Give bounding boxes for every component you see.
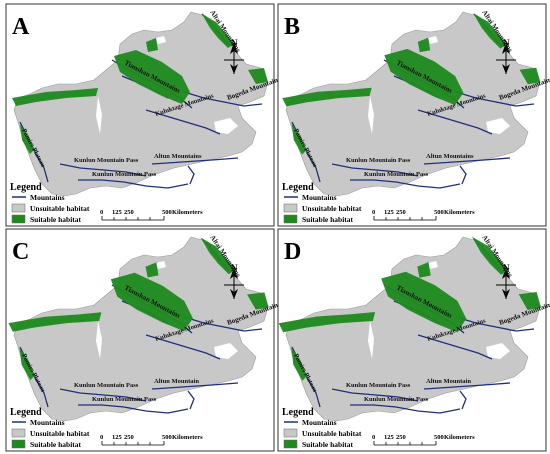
mountain-label: Kunlun Mountain Pass <box>364 396 429 403</box>
legend-item-label: Unsuitable habitat <box>302 429 362 438</box>
panel-letter: D <box>284 239 301 265</box>
suitable-habitat-patch <box>518 292 542 310</box>
scale-unit-label: Kilometers <box>444 434 475 441</box>
mountain-label: Kunlun Mountain Pass <box>74 157 139 164</box>
legend-item-label: Mountains <box>302 193 337 202</box>
suitable-habitat-patch <box>291 123 307 155</box>
scale-tick-label: 500 <box>162 434 172 441</box>
suitable-habitat-patch <box>247 292 269 310</box>
scale-tick-label: 250 <box>124 434 134 441</box>
legend-item-label: Mountains <box>30 193 65 202</box>
suitable-habitat-patch <box>291 347 307 381</box>
scale-tick-label: 500 <box>434 434 444 441</box>
mountain-label: Altun Mountain <box>154 378 199 385</box>
suitable-habitat-patch <box>145 262 159 278</box>
mountain-label: Altun Mountains <box>154 153 202 160</box>
scale-tick-label: 250 <box>396 434 406 441</box>
suitable-habitat-patch <box>278 312 376 333</box>
north-label: N <box>231 263 238 273</box>
suitable-habitat-patch <box>202 14 234 48</box>
suitable-habitat-patch <box>114 50 190 104</box>
mountain-label: Kunlun Mountain Pass <box>92 171 157 178</box>
scale-tick-label: 0 <box>372 434 375 441</box>
suitable-habitat-patch <box>384 48 464 106</box>
legend-item-label: Unsuitable habitat <box>30 429 90 438</box>
legend-item-label: Suitable habitat <box>30 440 82 449</box>
mountain-label: Altun Mountains <box>426 153 474 160</box>
north-label: N <box>503 263 510 273</box>
suitable-habitat-patch <box>12 88 98 106</box>
suitable-habitat-patch <box>19 347 35 381</box>
suitable-habitat-patch <box>200 237 236 275</box>
north-label: N <box>503 38 510 48</box>
panel-letter: C <box>12 239 29 265</box>
mountain-label: Kunlun Mountain Pass <box>74 382 139 389</box>
suitable-habitat-patch <box>110 272 193 332</box>
mountain-label: Altun Mountain <box>426 378 471 385</box>
scale-tick-label: 0 <box>100 209 103 216</box>
suitable-habitat-patch <box>471 236 508 275</box>
legend-item-label: Suitable habitat <box>302 440 354 449</box>
legend-title: Legend <box>10 182 42 193</box>
legend-title: Legend <box>282 407 314 418</box>
legend-item-label: Mountains <box>30 418 65 427</box>
scale-tick-label: 250 <box>396 209 406 216</box>
suitable-habitat-patch <box>519 67 541 85</box>
legend-title: Legend <box>282 182 314 193</box>
suitable-habitat-patch <box>248 68 268 84</box>
suitable-habitat-patch <box>146 38 158 52</box>
scale-tick-label: 500 <box>434 209 444 216</box>
scale-tick-label: 125 <box>112 434 123 441</box>
suitable-habitat-patch <box>417 37 431 53</box>
scale-unit-label: Kilometers <box>172 209 203 216</box>
scale-tick-label: 125 <box>384 434 395 441</box>
mountain-label: Kunlun Mountain Pass <box>346 157 411 164</box>
suitable-habitat-patch <box>417 262 431 278</box>
mountain-label: Kunlun Mountain Pass <box>92 396 157 403</box>
legend-item-label: Unsuitable habitat <box>302 204 362 213</box>
scale-tick-label: 250 <box>124 209 134 216</box>
legend-item-label: Suitable habitat <box>302 215 354 224</box>
scale-tick-label: 500 <box>162 209 172 216</box>
scale-tick-label: 0 <box>100 434 103 441</box>
scale-unit-label: Kilometers <box>172 434 203 441</box>
panel-letter: A <box>12 14 30 40</box>
north-label: N <box>231 38 238 48</box>
legend-title: Legend <box>10 407 42 418</box>
suitable-habitat-patch <box>8 312 102 332</box>
scale-tick-label: 0 <box>372 209 375 216</box>
suitable-habitat-patch <box>20 124 34 154</box>
legend-item-label: Unsuitable habitat <box>30 204 90 213</box>
mountain-label: Kunlun Mountain Pass <box>364 171 429 178</box>
suitable-habitat-patch <box>473 13 507 49</box>
mountain-label: Kunlun Mountain Pass <box>346 382 411 389</box>
legend-item-label: Mountains <box>302 418 337 427</box>
suitable-habitat-patch <box>282 87 372 107</box>
scale-tick-label: 125 <box>112 209 123 216</box>
panel-letter: B <box>284 14 300 40</box>
suitable-habitat-patch <box>381 271 467 333</box>
scale-tick-label: 125 <box>384 209 395 216</box>
scale-unit-label: Kilometers <box>444 209 475 216</box>
legend-item-label: Suitable habitat <box>30 215 82 224</box>
